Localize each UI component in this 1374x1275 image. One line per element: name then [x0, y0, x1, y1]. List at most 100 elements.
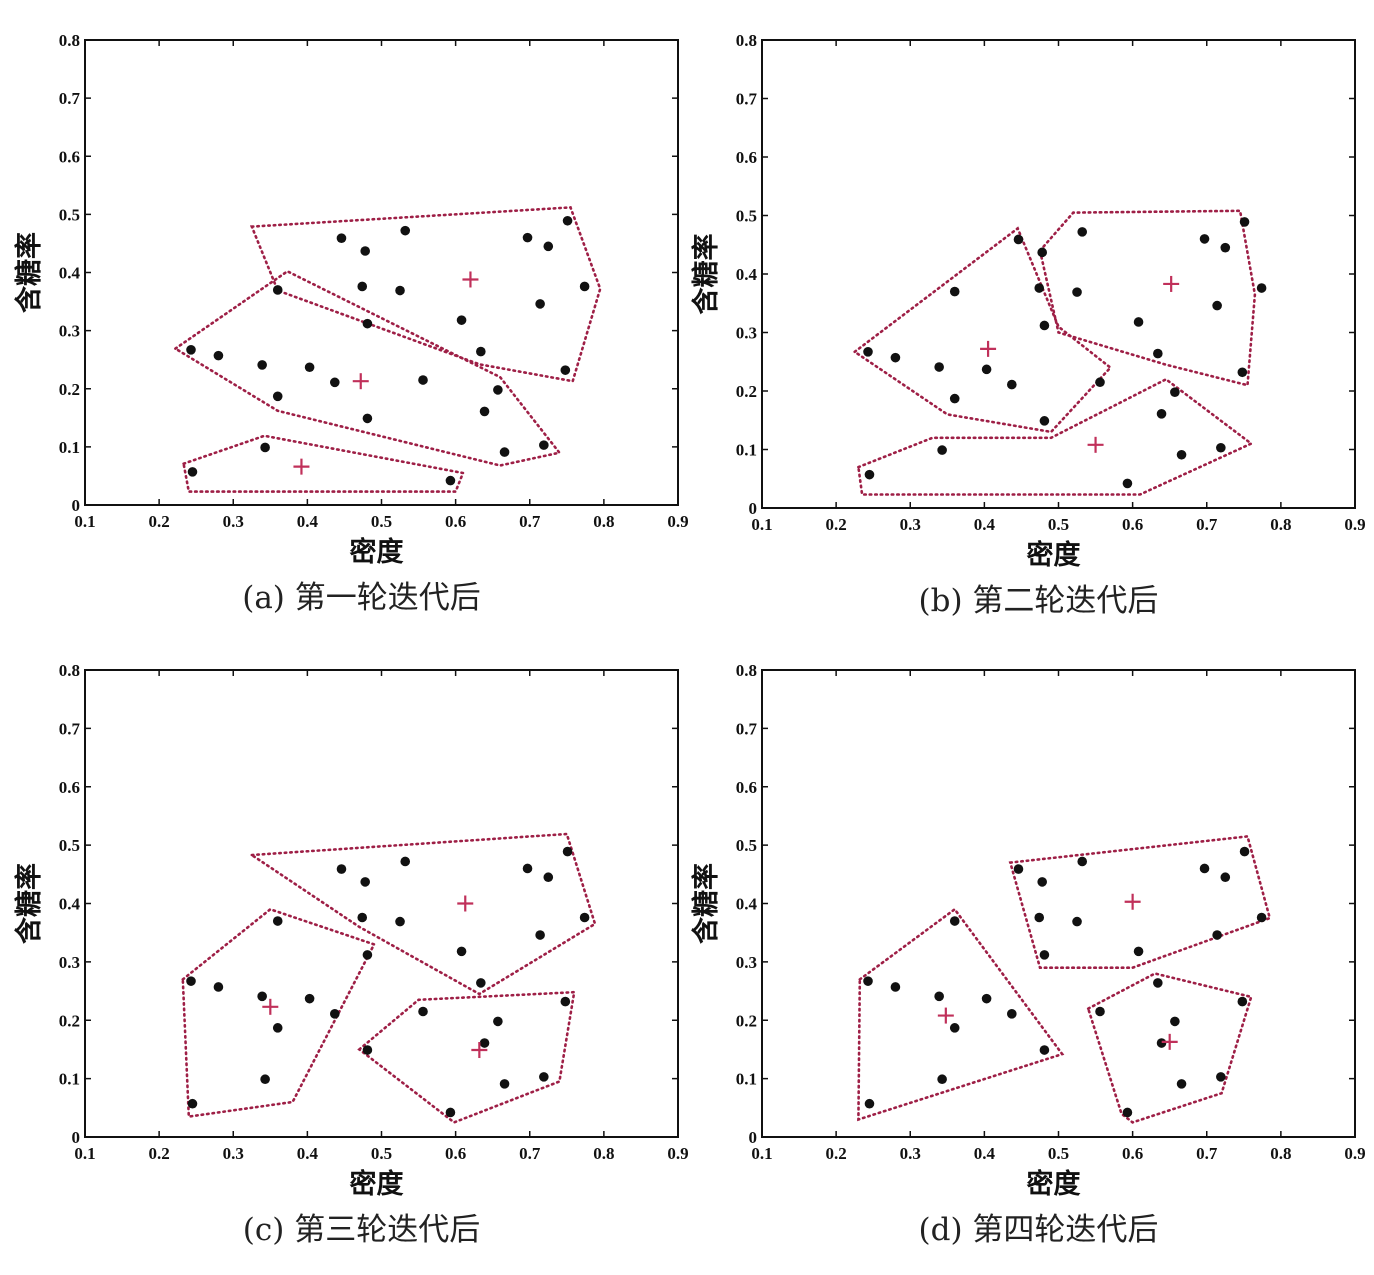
data-point — [1037, 247, 1047, 258]
data-point — [360, 877, 370, 887]
y-tick-label: 0.5 — [736, 207, 757, 226]
centroid-marker — [457, 895, 474, 912]
data-point — [186, 345, 196, 355]
cluster-boundary — [357, 990, 576, 1124]
data-point — [890, 982, 901, 992]
centroid-marker — [1087, 436, 1104, 453]
data-point — [949, 916, 960, 926]
data-point — [1095, 1006, 1105, 1017]
data-point — [562, 215, 573, 226]
x-tick-label: 0.8 — [593, 512, 614, 531]
data-point — [560, 996, 571, 1007]
plot-frame — [761, 39, 1356, 509]
y-axis-title: 含糖率 — [13, 232, 45, 313]
data-point — [1013, 864, 1024, 874]
y-axis-title: 含糖率 — [13, 863, 45, 944]
x-tick-label: 0.1 — [74, 1144, 95, 1163]
y-tick-label: 0.8 — [736, 31, 757, 50]
x-tick-label: 0.1 — [751, 515, 772, 534]
x-tick-label: 0.3 — [223, 1144, 244, 1163]
y-tick-label: 0.7 — [59, 719, 81, 738]
cluster-boundary — [1038, 209, 1257, 387]
data-point — [336, 233, 347, 244]
data-point — [260, 442, 270, 453]
x-tick-label: 0.2 — [826, 515, 847, 534]
y-tick-label: 0.4 — [736, 265, 758, 284]
data-point — [1176, 449, 1187, 460]
x-tick-label: 0.7 — [1196, 1144, 1218, 1163]
x-tick-label: 0.1 — [751, 1144, 772, 1163]
y-tick-label: 0.4 — [736, 895, 758, 914]
cluster-boundary — [181, 907, 376, 1119]
data-point — [1007, 1009, 1017, 1019]
data-point — [1199, 234, 1210, 244]
data-point — [400, 856, 411, 867]
x-tick-label: 0.2 — [826, 1144, 847, 1163]
data-point — [1156, 409, 1167, 419]
y-tick-label: 0.2 — [736, 382, 757, 401]
data-point — [357, 912, 368, 923]
panel-c: 0.1 0.2 0.3 0.4 0.5 0.6 0.7 0.8 0.900.10.20.30.4… — [13, 661, 689, 1248]
data-point — [579, 281, 590, 292]
data-point — [1153, 978, 1163, 988]
data-point — [272, 285, 283, 295]
data-point — [362, 950, 373, 960]
data-point — [1239, 846, 1250, 857]
panel-caption: (c) 第三轮迭代后 — [243, 1212, 480, 1248]
cluster-boundary — [247, 832, 597, 996]
data-point — [560, 365, 571, 375]
data-point — [1212, 930, 1222, 940]
cluster-boundary — [852, 226, 1113, 434]
data-point — [1199, 863, 1210, 874]
data-point — [863, 347, 873, 357]
data-point — [476, 346, 486, 357]
data-point — [1034, 912, 1045, 923]
x-tick-label: 0.7 — [1196, 515, 1218, 534]
data-point — [1013, 234, 1024, 245]
y-tick-label: 0.4 — [59, 264, 81, 283]
y-tick-label: 0.1 — [59, 438, 80, 457]
x-axis-title: 密度 — [350, 536, 404, 568]
y-tick-label: 0.6 — [736, 778, 757, 797]
x-tick-label: 0.2 — [149, 1144, 170, 1163]
data-point — [949, 286, 960, 297]
data-point — [1237, 367, 1248, 378]
x-tick-label: 0.6 — [445, 1144, 466, 1163]
data-point — [479, 406, 490, 417]
data-point — [499, 1079, 510, 1089]
centroid-marker — [1163, 275, 1180, 292]
data-point — [934, 362, 944, 372]
data-point — [1156, 1038, 1167, 1048]
data-point — [539, 1072, 549, 1082]
panel-d: 0.1 0.2 0.3 0.4 0.5 0.6 0.7 0.8 0.900.10.20.30.4… — [690, 661, 1366, 1248]
x-tick-label: 0.6 — [445, 512, 466, 531]
data-point — [1039, 1045, 1050, 1055]
x-tick-label: 0.9 — [667, 1144, 688, 1163]
data-point — [1220, 242, 1231, 253]
data-point — [304, 993, 315, 1004]
data-point — [949, 393, 960, 404]
data-point — [1239, 217, 1250, 227]
centroid-marker — [462, 271, 479, 288]
y-tick-label: 0 — [72, 1128, 81, 1147]
x-tick-label: 0.8 — [1270, 1144, 1291, 1163]
y-tick-label: 0.3 — [59, 322, 80, 341]
y-tick-label: 0.6 — [59, 147, 80, 166]
data-point — [445, 1107, 456, 1118]
centroid-marker — [937, 1007, 954, 1024]
data-point — [257, 991, 267, 1002]
y-tick-label: 0.8 — [736, 661, 757, 680]
data-point — [522, 863, 533, 874]
data-point — [1072, 916, 1082, 927]
x-tick-label: 0.5 — [371, 1144, 392, 1163]
plot-frame — [84, 39, 679, 506]
x-axis-title: 密度 — [350, 1168, 404, 1200]
centroid-marker — [352, 373, 369, 390]
data-point — [1039, 416, 1050, 426]
x-tick-label: 0.1 — [74, 512, 95, 531]
x-tick-label: 0.4 — [974, 515, 996, 534]
data-point — [362, 318, 373, 329]
y-tick-label: 0 — [749, 1128, 758, 1147]
data-point — [213, 982, 224, 992]
